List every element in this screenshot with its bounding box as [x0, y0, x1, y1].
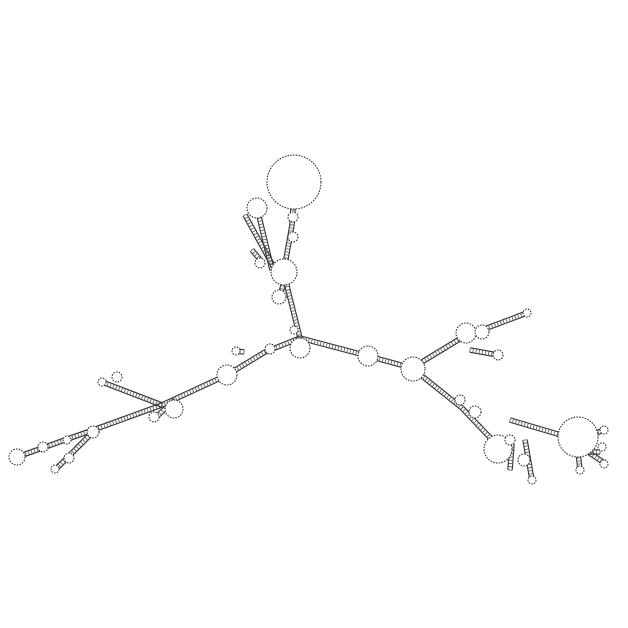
hairpin-loop: [527, 475, 537, 485]
multiloop: [270, 258, 298, 286]
helix-stems: [15, 206, 608, 481]
hairpin-loop: [271, 289, 287, 305]
multiloop: [86, 425, 100, 439]
internal-loop: [62, 435, 72, 445]
internal-loop: [289, 325, 299, 335]
hairpin-loop: [246, 197, 268, 219]
hairpin-loop: [111, 371, 123, 383]
internal-loop: [454, 394, 466, 406]
hairpin-loop: [522, 308, 532, 318]
hairpin-loop: [575, 465, 585, 475]
multiloop: [164, 399, 184, 419]
internal-loop: [287, 211, 299, 223]
internal-loop: [504, 434, 516, 446]
hairpin-loop: [474, 324, 490, 340]
hairpin-loop: [599, 459, 609, 469]
internal-loop: [517, 453, 531, 467]
hairpin-loop: [599, 425, 609, 435]
stem-left-side-b: [53, 430, 95, 472]
internal-loop: [357, 345, 379, 367]
hairpin-loop: [148, 411, 160, 423]
internal-loop: [264, 343, 276, 355]
stem-left-4: [91, 402, 164, 433]
hairpin-loop: [231, 346, 241, 356]
internal-loop: [287, 231, 299, 243]
hairpin-loop-large: [266, 154, 322, 210]
stem-left-side-a: [100, 379, 164, 408]
internal-loop: [63, 452, 75, 464]
internal-loop: [468, 405, 482, 419]
hairpin-loop: [50, 464, 60, 474]
hairpin-loop: [97, 377, 107, 387]
hairpin-loop: [254, 257, 266, 269]
internal-loop: [216, 364, 238, 386]
hairpin-loop: [492, 349, 504, 361]
multiloop: [483, 434, 513, 464]
hairpin-loop: [8, 448, 26, 466]
multiloop-center: [289, 337, 311, 359]
hairpin-loop: [455, 322, 477, 344]
multiloop-large: [557, 416, 599, 458]
internal-loop: [37, 441, 49, 453]
stem-top-side-b: [255, 211, 275, 271]
multiloop: [400, 356, 426, 382]
hairpin-and-internal-loops: [8, 154, 609, 485]
hairpin-loop: [597, 442, 607, 452]
